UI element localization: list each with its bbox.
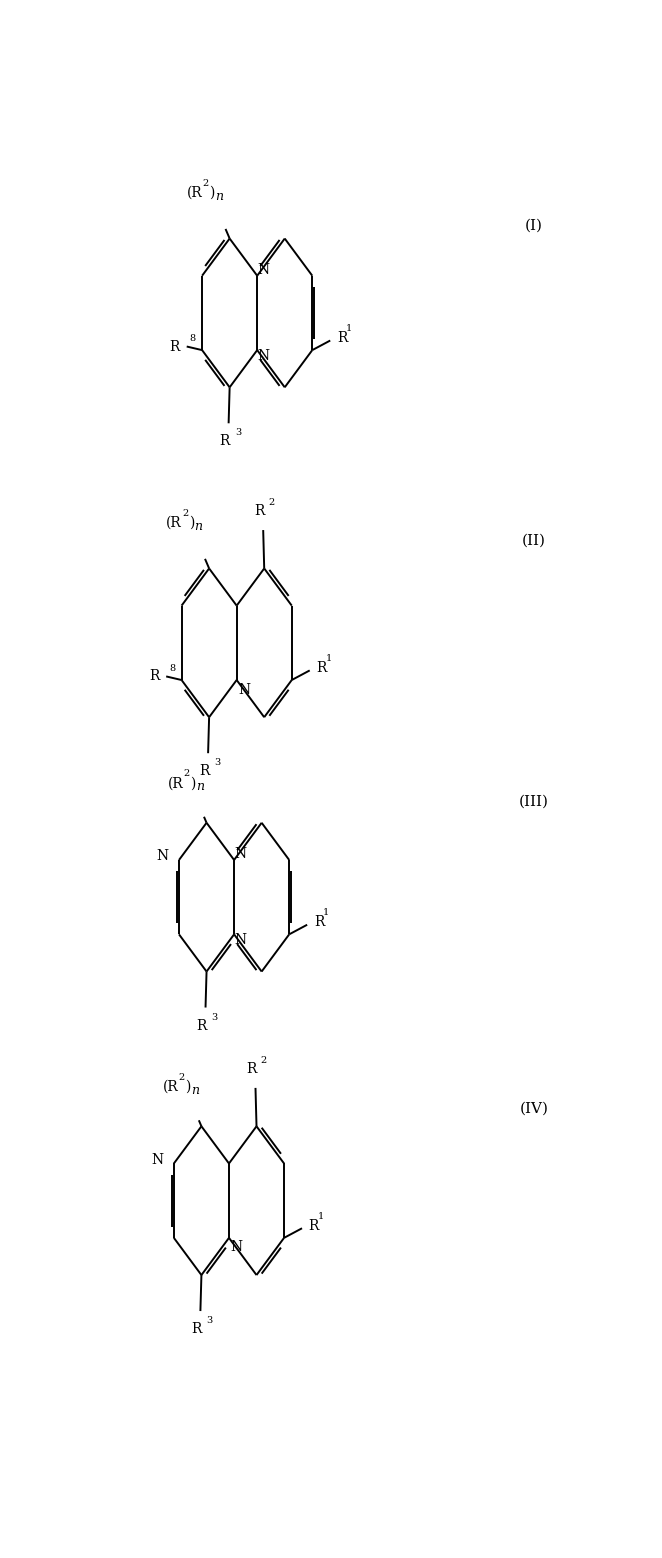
Text: 3: 3	[235, 428, 241, 438]
Text: ): )	[189, 516, 194, 530]
Text: R: R	[316, 661, 327, 675]
Text: 2: 2	[261, 1056, 267, 1064]
Text: N: N	[230, 1240, 243, 1254]
Text: ): )	[185, 1080, 191, 1094]
Text: (R: (R	[167, 776, 183, 790]
Text: N: N	[258, 349, 270, 363]
Text: 2: 2	[203, 179, 209, 189]
Text: (R: (R	[187, 185, 203, 199]
Text: 3: 3	[212, 1013, 218, 1022]
Text: 1: 1	[323, 908, 329, 918]
Text: (R: (R	[163, 1080, 178, 1094]
Text: R: R	[308, 1218, 319, 1232]
Text: n: n	[191, 1084, 199, 1097]
Text: (III): (III)	[519, 795, 549, 809]
Text: 2: 2	[268, 499, 275, 506]
Text: 2: 2	[182, 509, 188, 517]
Text: R: R	[246, 1061, 257, 1075]
Text: R: R	[169, 340, 180, 354]
Text: R: R	[199, 763, 209, 777]
Text: 3: 3	[214, 759, 220, 767]
Text: R: R	[254, 503, 264, 517]
Text: ): )	[209, 185, 214, 199]
Text: n: n	[214, 190, 222, 203]
Text: N: N	[157, 849, 169, 863]
Text: R: R	[191, 1323, 201, 1337]
Text: N: N	[235, 848, 247, 862]
Text: (R: (R	[166, 516, 182, 530]
Text: ): )	[190, 776, 195, 790]
Text: (I): (I)	[525, 218, 544, 232]
Text: N: N	[238, 682, 250, 696]
Text: (II): (II)	[522, 534, 546, 548]
Text: N: N	[258, 263, 270, 277]
Text: (IV): (IV)	[520, 1102, 549, 1116]
Text: 1: 1	[318, 1212, 324, 1221]
Text: R: R	[337, 332, 348, 346]
Text: n: n	[196, 781, 204, 793]
Text: R: R	[314, 916, 324, 930]
Text: 8: 8	[190, 333, 196, 343]
Text: R: R	[149, 670, 160, 684]
Text: n: n	[194, 520, 202, 533]
Text: 1: 1	[326, 654, 332, 662]
Text: 2: 2	[183, 770, 190, 777]
Text: 8: 8	[169, 664, 175, 673]
Text: R: R	[219, 435, 230, 449]
Text: N: N	[235, 933, 247, 947]
Text: 3: 3	[207, 1317, 213, 1326]
Text: 1: 1	[346, 324, 352, 333]
Text: R: R	[196, 1019, 207, 1033]
Text: 2: 2	[178, 1072, 185, 1081]
Text: N: N	[152, 1153, 164, 1167]
